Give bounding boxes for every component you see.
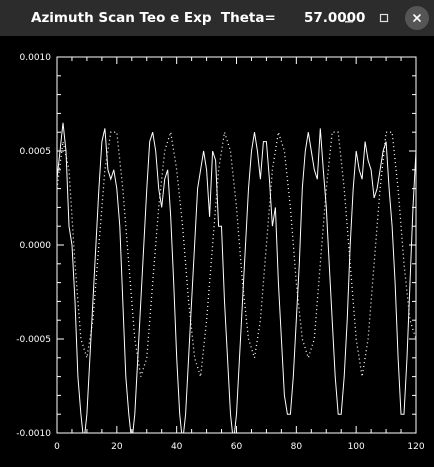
minimize-icon xyxy=(343,12,355,24)
series-group xyxy=(57,123,416,443)
maximize-button[interactable] xyxy=(372,6,396,30)
close-icon xyxy=(411,12,423,24)
plot-area: 0 20 40 60 80 100 120 -0.0010 -0.0005 0.0000 0.00… xyxy=(0,36,434,467)
azimuth-chart: 0 20 40 60 80 100 120 -0.0010 -0.0005 0.0000 0.00… xyxy=(0,36,434,467)
experiment-series-line xyxy=(57,123,416,443)
minimize-button[interactable] xyxy=(337,6,361,30)
x-axis: 0 20 40 60 80 100 120 xyxy=(54,57,425,452)
maximize-icon xyxy=(378,12,390,24)
plot-frame xyxy=(57,57,416,433)
title-bar[interactable]: Azimuth Scan Teo e Exp Theta= 57.0000 xyxy=(0,0,434,36)
y-tick-label: 0.0005 xyxy=(20,147,52,157)
y-tick-label: 0.0010 xyxy=(20,53,52,63)
x-tick-label: 60 xyxy=(231,442,243,452)
x-tick-label: 20 xyxy=(111,442,123,452)
window-title: Azimuth Scan Teo e Exp Theta= 57.0000 xyxy=(31,0,365,36)
close-button[interactable] xyxy=(405,6,429,30)
x-tick-label: 40 xyxy=(171,442,183,452)
theory-series-line xyxy=(57,132,416,376)
y-tick-label: 0.0000 xyxy=(20,241,52,251)
y-tick-label: -0.0005 xyxy=(16,335,51,345)
x-tick-label: 120 xyxy=(407,442,424,452)
x-tick-label: 100 xyxy=(348,442,365,452)
x-tick-label: 80 xyxy=(291,442,303,452)
x-tick-label: 0 xyxy=(54,442,60,452)
y-axis: -0.0010 -0.0005 0.0000 0.0005 0.0010 xyxy=(16,53,416,439)
y-tick-label: -0.0010 xyxy=(16,429,51,439)
